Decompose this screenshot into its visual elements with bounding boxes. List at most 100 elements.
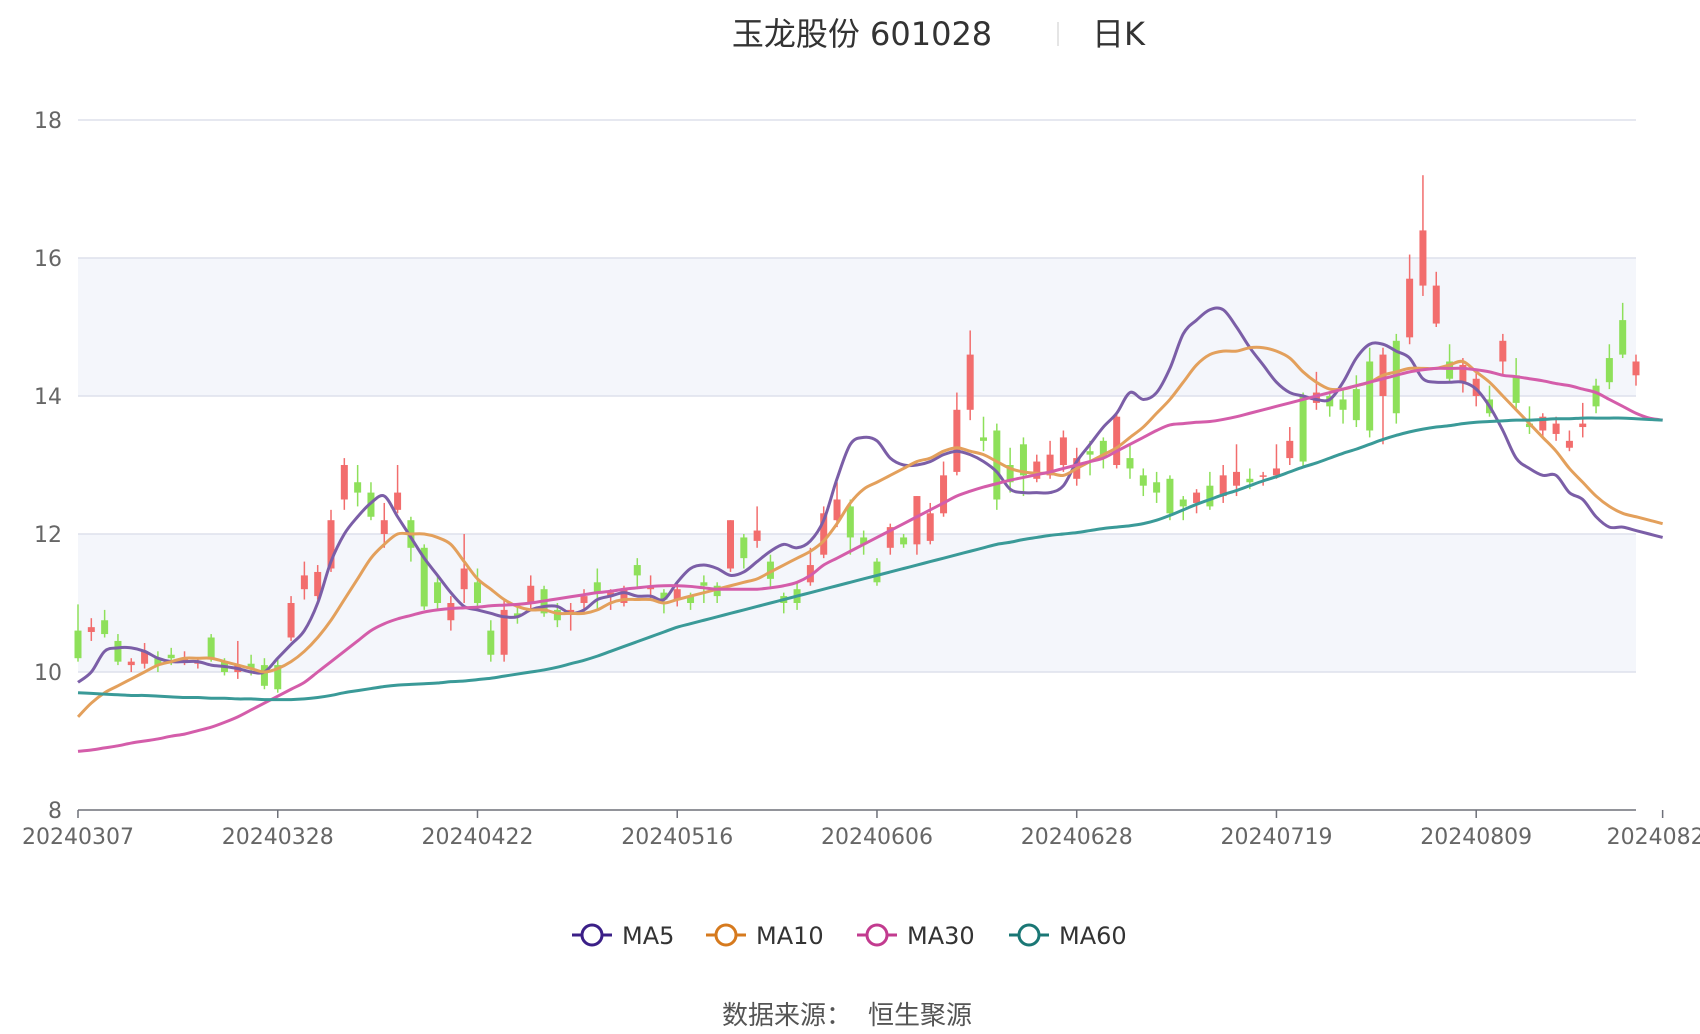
data-source: 数据来源： 恒生聚源 <box>722 1001 972 1031</box>
candle-body <box>713 585 721 597</box>
candle <box>993 423 1001 510</box>
candle <box>1552 416 1560 441</box>
candle <box>1499 333 1507 376</box>
candle <box>913 496 921 555</box>
candle-body <box>940 475 948 514</box>
x-tick-label: 20240606 <box>821 825 933 850</box>
candle-body <box>1166 478 1174 514</box>
candle-body <box>820 513 828 555</box>
candle <box>1099 437 1107 469</box>
candle-body <box>340 465 348 500</box>
candle <box>1286 427 1294 465</box>
candle-body <box>620 589 628 603</box>
candle <box>820 506 828 559</box>
candle-body <box>1605 358 1613 383</box>
candle-body <box>1126 458 1134 469</box>
candle <box>1259 471 1267 486</box>
candle <box>900 534 908 548</box>
y-tick-label: 12 <box>34 523 62 548</box>
legend-item-ma30[interactable]: MA30 <box>857 922 975 950</box>
candle-body <box>900 537 908 545</box>
candle-body <box>260 665 268 686</box>
candle <box>1592 378 1600 414</box>
candle <box>1113 413 1121 469</box>
candle <box>287 596 295 641</box>
candle <box>1619 302 1627 359</box>
x-tick-label: 20240328 <box>222 825 334 850</box>
candle <box>1233 444 1241 497</box>
candle-body <box>1539 416 1547 431</box>
candle <box>1179 496 1187 521</box>
candle <box>1512 358 1520 410</box>
candle <box>1006 447 1014 493</box>
chart-period[interactable]: 日K <box>1092 15 1146 53</box>
candle-body <box>74 630 82 659</box>
candle-body <box>513 613 521 617</box>
y-tick-label: 10 <box>34 661 62 686</box>
candle <box>1446 344 1454 383</box>
candle-body <box>833 499 841 521</box>
candle <box>274 658 282 693</box>
x-tick-label: 20240307 <box>22 825 134 850</box>
candle-body <box>420 547 428 607</box>
ma-line-ma10 <box>76 345 1664 718</box>
candle-body <box>1193 492 1201 503</box>
candle <box>1312 371 1320 410</box>
candle <box>487 620 495 662</box>
candle <box>1059 430 1067 472</box>
candle <box>1126 444 1134 479</box>
candle <box>633 558 641 590</box>
candle <box>420 544 428 610</box>
candle <box>940 461 948 517</box>
candle-body <box>1459 364 1467 383</box>
x-tick-label: 20240422 <box>421 825 533 850</box>
chart-header: 玉龙股份 601028 日K <box>732 15 1146 53</box>
candle-body <box>1619 320 1627 355</box>
candle-body <box>314 571 322 597</box>
candle-body <box>553 609 561 621</box>
candle-body <box>1419 230 1427 286</box>
candle <box>500 599 508 662</box>
candle-body <box>1219 475 1227 497</box>
candle-body <box>740 537 748 559</box>
legend-item-ma60[interactable]: MA60 <box>1009 922 1127 950</box>
plot-area: 8 10 12 14 16 18 20240307 20240328 20240422 20240… <box>22 109 1700 850</box>
candle <box>1539 413 1547 438</box>
candle-body <box>1446 361 1454 379</box>
candle <box>141 643 149 669</box>
candle-body <box>726 520 734 569</box>
candle-body <box>966 354 974 410</box>
candle <box>1019 437 1027 497</box>
candle-body <box>167 654 175 659</box>
chart-title: 玉龙股份 601028 <box>732 15 992 53</box>
x-tick-label: 20240809 <box>1420 825 1532 850</box>
candle-body <box>886 527 894 548</box>
candle-body <box>1432 285 1440 324</box>
candle-body <box>1406 278 1414 338</box>
candle-body <box>1366 361 1374 431</box>
candle-body <box>953 409 961 472</box>
candle-body <box>1579 423 1587 428</box>
candle <box>1565 430 1573 452</box>
candle <box>966 330 974 421</box>
candle <box>260 658 268 690</box>
candle-body <box>354 482 362 493</box>
candle <box>1153 471 1161 503</box>
ma-line-ma60 <box>77 416 1663 702</box>
candle <box>1419 175 1427 296</box>
candle <box>860 530 868 555</box>
candle <box>340 458 348 510</box>
candle-body <box>1086 451 1094 455</box>
candle <box>753 506 761 548</box>
legend-item-ma10[interactable]: MA10 <box>706 922 824 950</box>
legend-item-ma5[interactable]: MA5 <box>572 922 674 950</box>
x-tick-label: 20240719 <box>1220 825 1332 850</box>
x-tick-label: 20240829 <box>1607 825 1700 850</box>
candle-body <box>1153 482 1161 493</box>
candle-body <box>1565 440 1573 448</box>
candle <box>1326 392 1334 417</box>
candle-body <box>580 596 588 603</box>
candle-body <box>1113 416 1121 465</box>
candle-body <box>993 430 1001 500</box>
